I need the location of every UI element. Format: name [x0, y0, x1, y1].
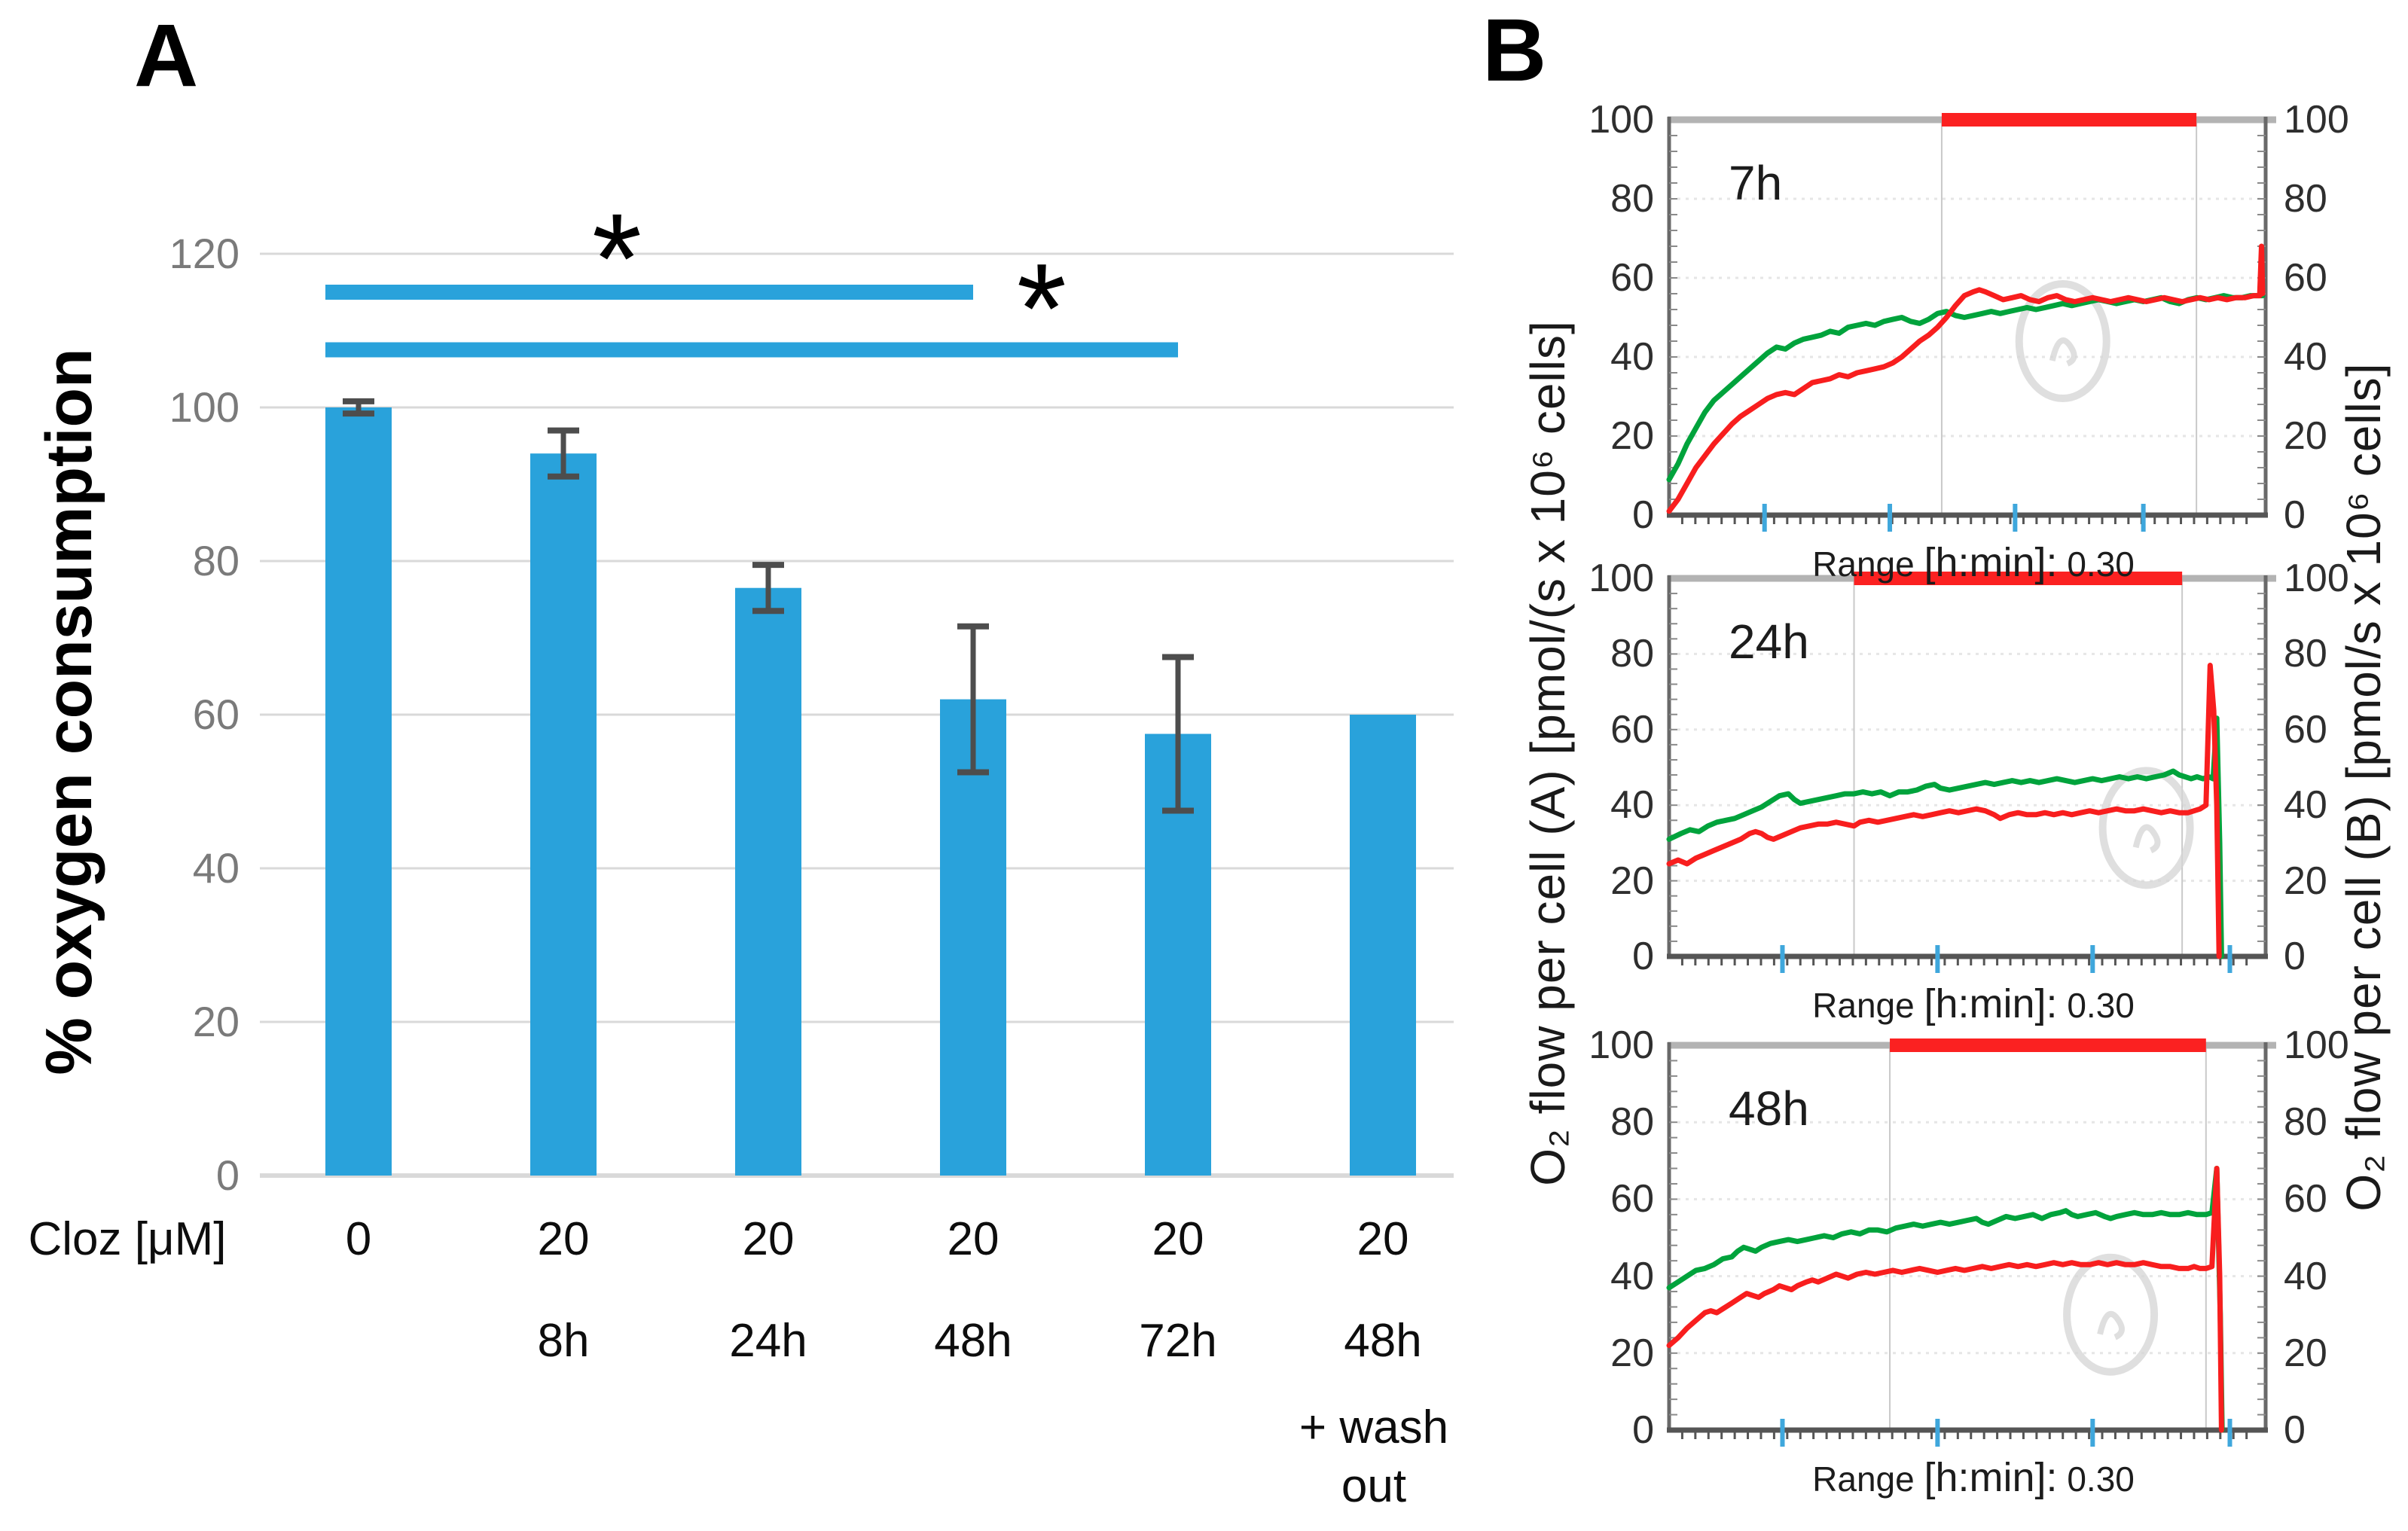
a-bar-label-conc: 20 — [1152, 1213, 1204, 1265]
b-event-bar — [1941, 113, 2197, 127]
b-y-tick-label-left: 100 — [1589, 557, 1654, 600]
a-bar-label-conc: 20 — [947, 1213, 1000, 1265]
a-y-tick-label: 40 — [192, 844, 240, 892]
b-range-label: Range [h:min]: 0.30 — [1812, 1455, 2135, 1500]
trace-red — [1666, 663, 2222, 959]
panel-a-x-axis-row-label: Cloz [μM] — [28, 1213, 227, 1265]
bar — [1350, 715, 1416, 1176]
a-bar-label-washout-note: + wash — [1299, 1401, 1449, 1453]
watermark-logo-mark — [2049, 337, 2077, 367]
b-y-tick-label-right: 80 — [2284, 177, 2327, 221]
b-y-tick-label-right: 0 — [2284, 1408, 2306, 1452]
b-y-tick-label-left: 0 — [1632, 1408, 1654, 1452]
panel-a-label: A — [134, 6, 199, 105]
watermark-logo-mark — [2097, 1310, 2125, 1340]
b-subplot-label: 24h — [1729, 615, 1809, 669]
watermark-logo — [2098, 767, 2194, 889]
b-y-tick-label-right: 20 — [2284, 414, 2327, 458]
b-event-bar — [1890, 1038, 2206, 1052]
b-y-tick-label-left: 80 — [1610, 177, 1654, 221]
b-y-tick-label-left: 60 — [1610, 256, 1654, 300]
a-y-tick-label: 60 — [192, 691, 240, 738]
b-subplot-label: 48h — [1729, 1081, 1809, 1136]
panel-b-right-axis-title: O₂ flow per cell (B) [pmol/s x 10⁶ cells… — [2336, 362, 2391, 1212]
b-y-tick-label-left: 40 — [1610, 335, 1654, 379]
a-y-tick-label: 20 — [192, 998, 240, 1045]
a-bar-label-conc: 20 — [1357, 1213, 1409, 1265]
panel-b-label: B — [1482, 1, 1547, 100]
b-y-tick-label-right: 60 — [2284, 256, 2327, 300]
a-bar-label-time: 72h — [1139, 1315, 1217, 1367]
bar — [530, 453, 597, 1176]
trace-green — [1666, 293, 2266, 483]
significance-asterisk: * — [1017, 237, 1067, 380]
b-y-tick-label-right: 100 — [2284, 98, 2349, 142]
a-bar-label-conc: 20 — [537, 1213, 590, 1265]
b-y-tick-label-right: 60 — [2284, 1177, 2327, 1221]
a-bar-label-time: 48h — [1344, 1315, 1422, 1367]
bar — [940, 699, 1006, 1176]
b-y-tick-label-right: 80 — [2284, 1100, 2327, 1145]
watermark-logo — [2015, 280, 2110, 402]
b-y-tick-label-left: 0 — [1632, 935, 1654, 978]
a-bar-label-washout-note: out — [1341, 1460, 1407, 1512]
b-y-tick-label-left: 20 — [1610, 859, 1654, 903]
a-y-tick-label: 100 — [169, 383, 240, 431]
b-event-bar — [1854, 572, 2183, 585]
b-y-tick-label-left: 60 — [1610, 707, 1654, 752]
a-bar-label-time: 48h — [934, 1315, 1012, 1367]
a-bar-label-time: 24h — [729, 1315, 807, 1367]
b-y-tick-label-left: 80 — [1610, 1100, 1654, 1145]
a-bar-label-time: 8h — [537, 1315, 590, 1367]
b-range-label: Range [h:min]: 0.30 — [1812, 981, 2135, 1026]
b-y-tick-label-right: 60 — [2284, 707, 2327, 752]
a-bar-label-conc: 20 — [742, 1213, 795, 1265]
b-y-tick-label-right: 40 — [2284, 335, 2327, 379]
trace-green — [1666, 715, 2224, 959]
b-y-tick-label-right: 20 — [2284, 1331, 2327, 1375]
trace-green — [1666, 1166, 2225, 1433]
b-y-tick-label-right: 100 — [2284, 1023, 2349, 1067]
significance-line — [325, 342, 1178, 358]
b-y-tick-label-left: 40 — [1610, 783, 1654, 828]
b-y-tick-label-right: 80 — [2284, 632, 2327, 676]
a-y-tick-label: 0 — [215, 1151, 240, 1199]
watermark-logo-mark — [2132, 824, 2161, 853]
trace-red — [1666, 1166, 2224, 1433]
b-y-tick-label-left: 20 — [1610, 414, 1654, 458]
b-y-tick-label-left: 80 — [1610, 632, 1654, 676]
b-y-tick-label-right: 0 — [2284, 935, 2306, 978]
b-y-tick-label-left: 0 — [1632, 493, 1654, 537]
b-y-tick-label-left: 20 — [1610, 1331, 1654, 1375]
b-y-tick-label-right: 100 — [2284, 557, 2349, 600]
significance-asterisk: * — [592, 188, 642, 331]
bar — [325, 407, 392, 1176]
a-y-tick-label: 120 — [169, 230, 240, 277]
bar — [735, 587, 801, 1176]
trace-red — [1666, 243, 2266, 514]
a-y-tick-label: 80 — [192, 537, 240, 584]
b-range-label: Range [h:min]: 0.30 — [1812, 540, 2135, 585]
a-bar-label-conc: 0 — [345, 1213, 372, 1265]
b-y-tick-label-left: 100 — [1589, 98, 1654, 142]
b-y-tick-label-left: 100 — [1589, 1023, 1654, 1067]
b-y-tick-label-right: 20 — [2284, 859, 2327, 903]
b-subplot-label: 7h — [1729, 156, 1783, 210]
watermark-logo — [2063, 1253, 2159, 1376]
b-y-tick-label-right: 40 — [2284, 1254, 2327, 1298]
b-y-tick-label-right: 0 — [2284, 493, 2306, 537]
b-y-tick-label-left: 40 — [1610, 1254, 1654, 1298]
b-y-tick-label-right: 40 — [2284, 783, 2327, 828]
significance-line — [325, 285, 973, 300]
panel-a-y-axis-title: % oxygen consumption — [33, 348, 105, 1075]
b-y-tick-label-left: 60 — [1610, 1177, 1654, 1221]
